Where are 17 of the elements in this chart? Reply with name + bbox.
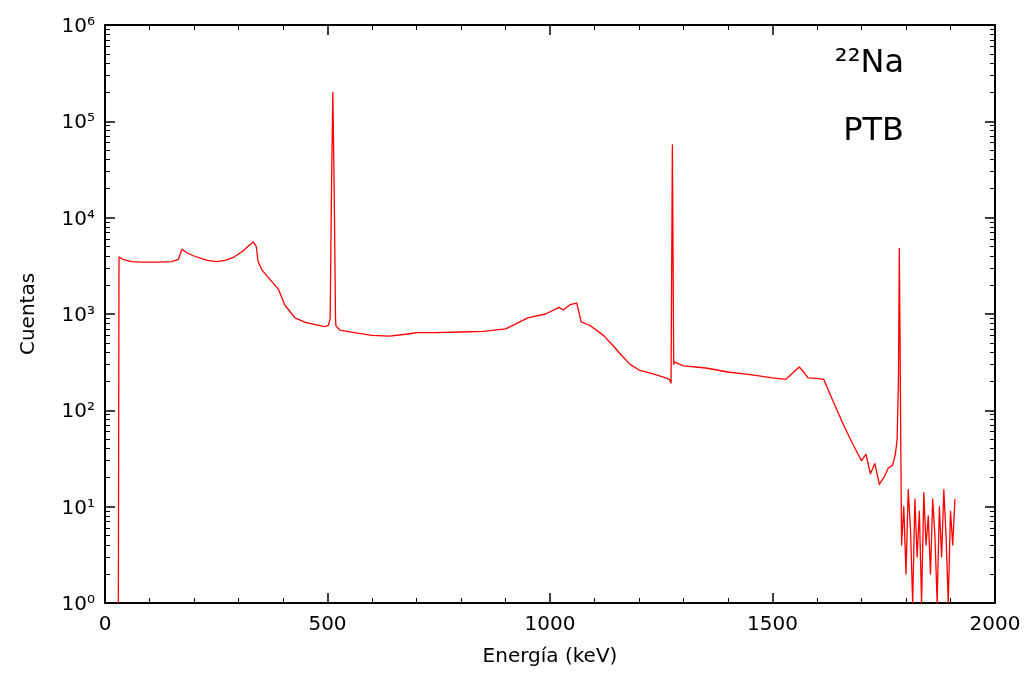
x-axis-title: Energía (keV) — [482, 643, 618, 667]
x-tick-label: 1500 — [747, 611, 798, 635]
y-tick-label: 10⁵ — [61, 109, 95, 134]
y-axis-title: Cuentas — [15, 272, 39, 356]
x-tick-label: 2000 — [969, 611, 1021, 635]
y-tick-label: 10⁴ — [61, 205, 95, 230]
annotation: ²²Na — [834, 42, 904, 80]
annotation: PTB — [843, 110, 904, 148]
y-tick-label: 10¹ — [61, 494, 95, 519]
y-tick-label: 10⁰ — [61, 591, 95, 615]
x-tick-label: 0 — [98, 611, 112, 635]
x-tick-label: 1000 — [524, 611, 576, 635]
line-series — [117, 91, 956, 604]
y-tick-label: 10² — [61, 398, 95, 423]
y-tick-label: 10⁶ — [61, 13, 95, 37]
x-tick-label: 500 — [308, 611, 347, 635]
y-tick-label: 10³ — [61, 302, 95, 326]
